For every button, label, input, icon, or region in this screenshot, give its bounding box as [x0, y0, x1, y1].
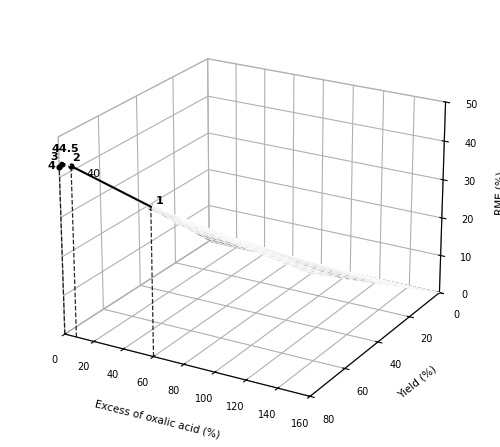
Y-axis label: Yield (%): Yield (%): [396, 364, 438, 401]
X-axis label: Excess of oxalic acid (%): Excess of oxalic acid (%): [94, 398, 220, 440]
